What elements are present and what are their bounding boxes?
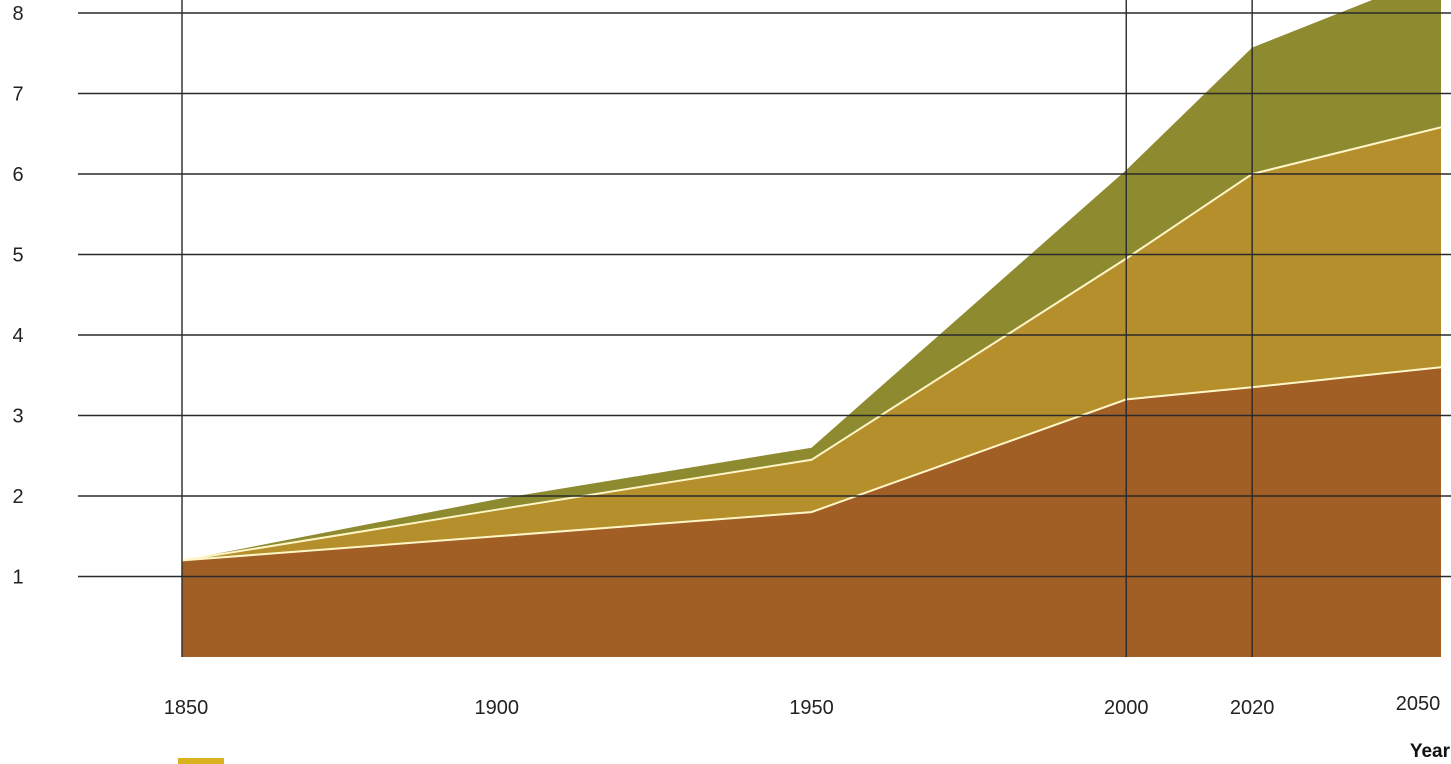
x-tick-label: 2020: [1230, 697, 1275, 719]
y-tick-label: 7: [12, 84, 23, 106]
y-tick-label: 5: [12, 245, 23, 267]
x-tick-label: 1900: [475, 697, 520, 719]
area-band-3: [182, 0, 1441, 561]
y-tick-label: 4: [12, 325, 23, 347]
x-tick-label: 1850: [164, 697, 209, 719]
area-band-2: [182, 127, 1441, 561]
legend-swatch: [178, 758, 224, 764]
x-axis-title: Year: [1410, 741, 1451, 762]
y-tick-label: 2: [12, 486, 23, 508]
grid-layer: [78, 0, 1451, 657]
y-tick-label: 8: [12, 3, 23, 25]
y-tick-label: 3: [12, 406, 23, 428]
y-axis-ticks: 1 2 3 4 5 6 7 8: [12, 3, 23, 589]
area-boundary-1: [181, 366, 1442, 562]
area-boundary-2: [181, 126, 1442, 562]
x-tick-label: 1950: [789, 697, 834, 719]
y-tick-label: 1: [12, 567, 23, 589]
y-tick-label: 6: [12, 164, 23, 186]
x-axis-ticks: 1850 1900 1950 2000 2020 2050: [164, 693, 1441, 719]
x-tick-label: 2050: [1396, 693, 1441, 715]
boundary-layer: [181, 126, 1442, 562]
x-tick-label: 2000: [1104, 697, 1149, 719]
